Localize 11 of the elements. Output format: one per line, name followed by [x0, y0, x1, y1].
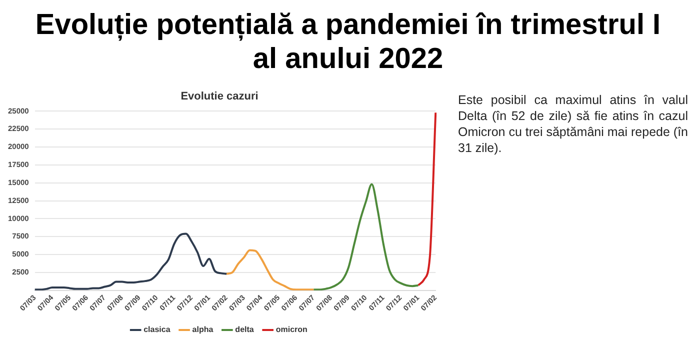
line-series	[34, 232, 228, 290]
legend-label: alpha	[192, 325, 214, 334]
legend-label: clasica	[144, 325, 171, 334]
text: Este posibil ca maximul atins în valul Delta (în 52 de zile) să fie atins în cazul Omicron cu trei săptămâni mai repede (în 31 zile).	[458, 92, 688, 156]
line-series	[226, 249, 315, 290]
chart-title: Evoluție potențială a pandemiei în trimestrul I al anului 2022	[34, 8, 662, 76]
legend-label: omicron	[276, 325, 308, 334]
line-series	[312, 183, 420, 290]
line-series	[417, 112, 437, 286]
chart-subtitle: Evolutie cazuri	[180, 90, 258, 103]
legend-label: delta	[235, 325, 254, 334]
